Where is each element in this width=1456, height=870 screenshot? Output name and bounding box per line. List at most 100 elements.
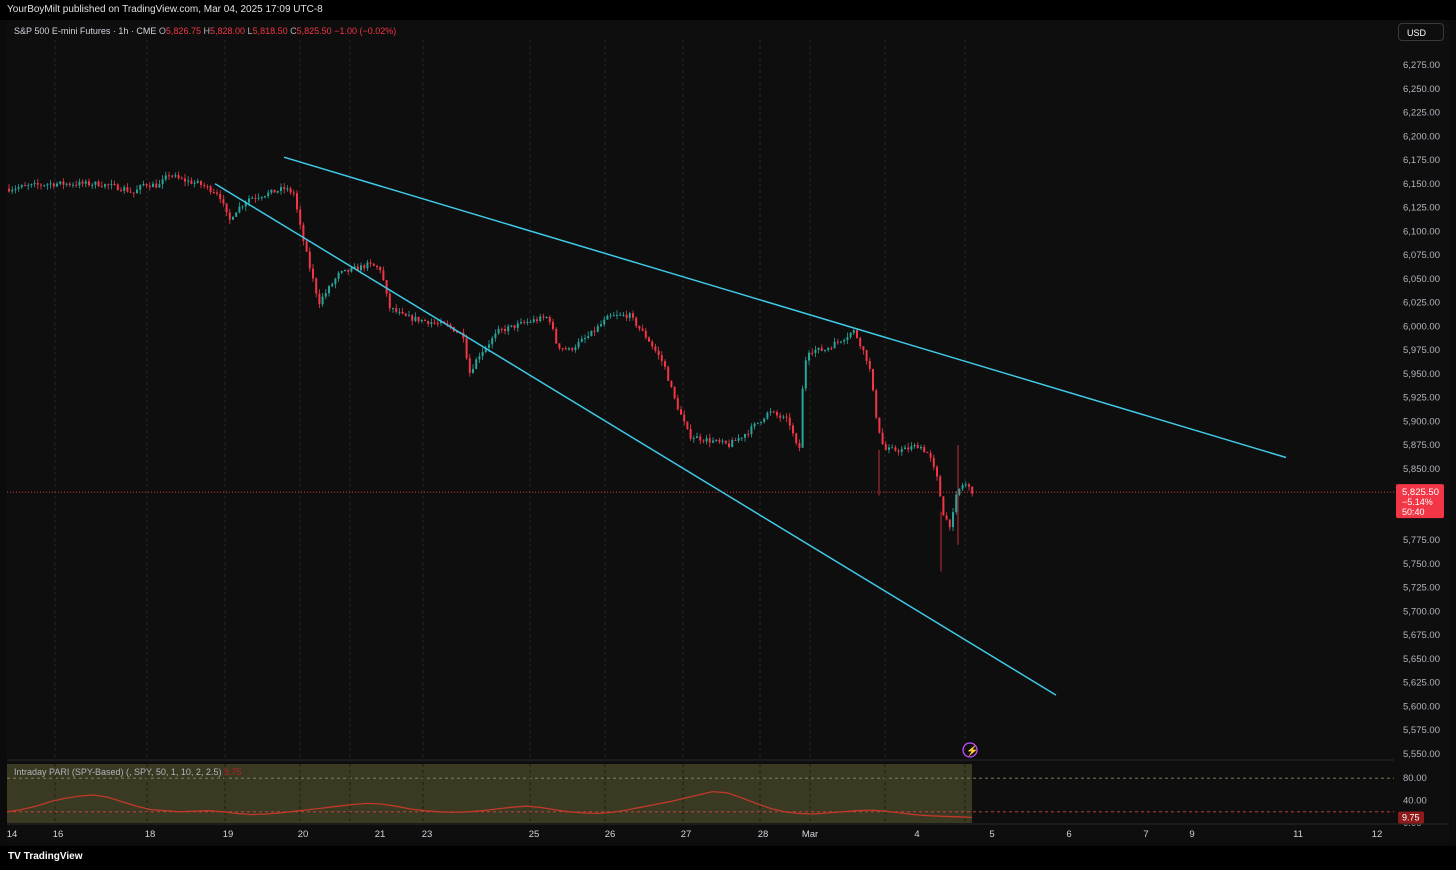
candle-body [958, 488, 961, 495]
candle-body [936, 466, 938, 477]
time-tick-label: 25 [529, 829, 540, 840]
close-label: C [290, 26, 297, 36]
candle-body [436, 322, 439, 324]
candle-body [513, 325, 516, 328]
candle-body [200, 180, 202, 186]
candle-body [740, 437, 743, 439]
price-tick-label: 5,875.00 [1403, 440, 1440, 451]
candle-body [139, 185, 142, 190]
candle-body [580, 338, 583, 342]
candle-body [593, 330, 596, 332]
candle-body [174, 175, 177, 177]
candle-body [36, 183, 39, 185]
candle-body [728, 443, 730, 447]
price-tick-label: 6,025.00 [1403, 298, 1440, 309]
candle-body [494, 333, 497, 339]
candle-body [158, 184, 161, 188]
indicator-legend[interactable]: Intraday PARI (SPY-Based) (, SPY, 50, 1,… [14, 767, 242, 777]
candle-body [625, 314, 628, 318]
currency-button[interactable]: USD [1398, 23, 1444, 41]
chart-frame[interactable] [7, 20, 1449, 842]
price-tag-price: 5,825.50 [1402, 487, 1439, 498]
candle-body [43, 185, 46, 187]
open-value: 5,826.75 [165, 26, 201, 36]
candle-body [59, 181, 62, 184]
candle-body [945, 515, 948, 520]
candle-body [235, 212, 238, 217]
candle-body [500, 328, 503, 330]
candle-body [590, 330, 593, 336]
time-tick-label: 7 [1143, 829, 1148, 840]
candle-body [641, 328, 644, 331]
candle-body [449, 324, 452, 328]
candle-body [280, 187, 282, 192]
candle-body [177, 175, 180, 179]
candle-body [222, 199, 225, 204]
low-label: L [247, 26, 253, 36]
candle-body [440, 321, 442, 324]
indicator-band [7, 764, 972, 823]
candle-body [164, 175, 167, 180]
candle-body [875, 390, 878, 418]
high-value: 5,828.00 [209, 26, 246, 36]
candle-body [417, 316, 420, 322]
candle-body [846, 337, 849, 340]
candle-body [852, 330, 855, 333]
price-tick-label: 5,975.00 [1403, 345, 1440, 356]
candle-body [308, 251, 311, 269]
candle-body [920, 446, 922, 449]
candle-body [107, 184, 110, 186]
time-tick-label: 21 [375, 829, 386, 840]
time-tick-label: 27 [681, 829, 692, 840]
candle-body [568, 348, 570, 350]
candle-body [971, 486, 974, 494]
candle-body [260, 197, 263, 199]
candle-body [478, 356, 481, 360]
candle-body [840, 341, 842, 343]
candle-body [916, 445, 919, 449]
candle-body [910, 446, 913, 450]
candle-body [881, 432, 884, 445]
candle-body [948, 519, 951, 528]
time-tick-label: 5 [989, 829, 994, 840]
tradingview-logo[interactable]: TV TradingView [8, 851, 83, 862]
publisher-text: YourBoyMilt published on TradingView.com… [7, 4, 323, 15]
candle-body [334, 278, 337, 285]
candle-body [180, 178, 183, 180]
candle-body [228, 212, 231, 220]
candle-body [299, 209, 302, 225]
candle-body [27, 185, 30, 187]
time-tick-label: 28 [758, 829, 769, 840]
candle-body [340, 271, 343, 273]
candle-body [760, 421, 762, 423]
candle-body [225, 203, 228, 213]
price-tick-label: 6,100.00 [1403, 226, 1440, 237]
price-tick-label: 6,200.00 [1403, 131, 1440, 142]
symbol-name: S&P 500 E-mini Futures · 1h · CME [14, 26, 157, 36]
candle-body [155, 183, 158, 188]
candle-body [872, 369, 874, 391]
price-tick-label: 5,925.00 [1403, 393, 1440, 404]
candle-body [731, 440, 734, 447]
candle-body [324, 293, 327, 297]
candle-body [772, 411, 775, 413]
time-tick-label: 4 [914, 829, 919, 840]
symbol-legend[interactable]: S&P 500 E-mini Futures · 1h · CME O5,826… [14, 26, 396, 36]
trendlines [214, 156, 1287, 696]
candle-body [81, 181, 84, 184]
candle-body [337, 272, 340, 279]
candle-body [120, 190, 122, 192]
candle-body [571, 348, 574, 350]
candle-body [286, 188, 289, 190]
candle-body [542, 316, 545, 318]
candle-body [865, 350, 868, 362]
candle-body [683, 414, 686, 422]
candle-body [40, 184, 42, 186]
candle-body [753, 423, 756, 427]
time-tick-label: 23 [422, 829, 433, 840]
candle-body [30, 184, 33, 186]
price-tick-label: 5,675.00 [1403, 630, 1440, 641]
candle-body [328, 286, 330, 294]
candle-body [888, 447, 890, 450]
